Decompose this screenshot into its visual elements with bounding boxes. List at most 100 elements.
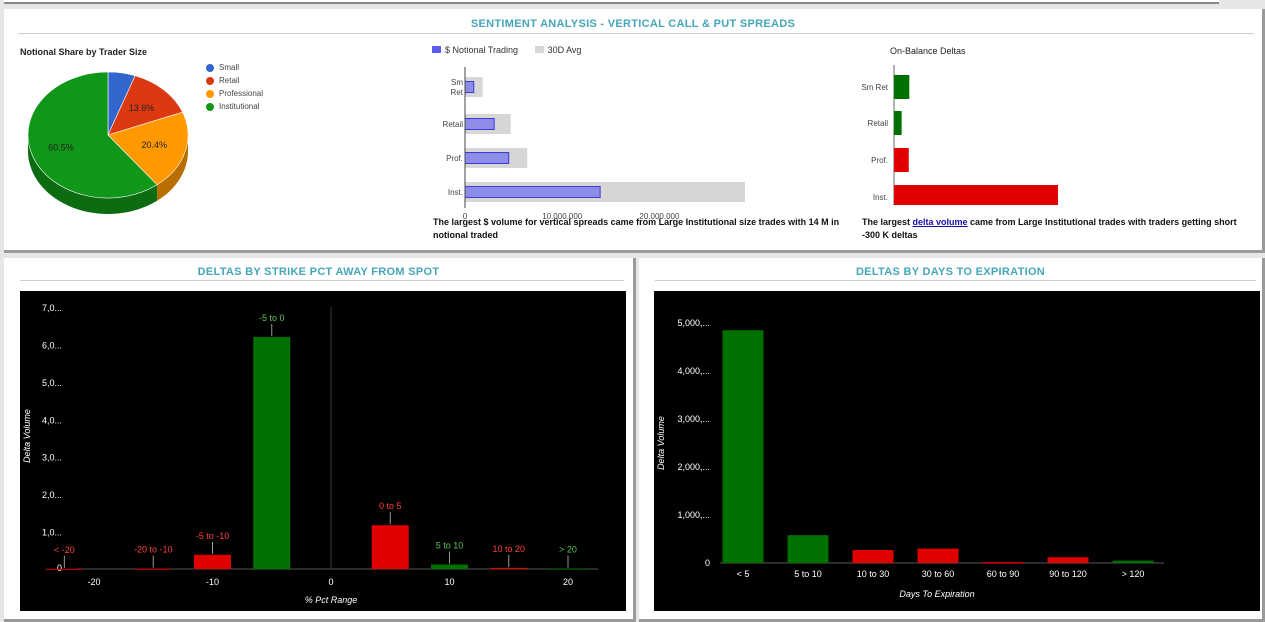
notional-bar <box>464 186 601 198</box>
strike-y-tick-label: 2,0... <box>42 490 62 500</box>
pie-slice-professional <box>107 111 189 186</box>
expiry-y-tick-label: 1,000,... <box>677 510 710 520</box>
deltas-bar <box>894 111 902 135</box>
strike-x-tick-label: -10 <box>206 577 219 587</box>
expiry-x-axis-label: Days To Expiration <box>899 589 974 599</box>
expiry-panel-title: DELTAS BY DAYS TO EXPIRATION <box>855 266 1046 278</box>
notional-legend: $ Notional Trading 30D Avg <box>432 45 581 55</box>
panel-rule <box>655 280 1256 281</box>
expiry-x-tick-label: < 5 <box>737 569 750 579</box>
expiry-y-axis-label: Delta Volume <box>656 416 666 470</box>
pie-slice-label: 60.5% <box>48 143 74 153</box>
strike-bar <box>431 564 468 569</box>
strike-y-tick-label: 3,0... <box>42 453 62 463</box>
strike-bar <box>134 568 172 570</box>
strike-bar <box>45 568 83 570</box>
deltas-desc-suffix: came from Large Institutional trades wit… <box>862 217 1237 240</box>
pie-chart: 13.6% 20.4% 60.5% <box>27 71 189 215</box>
expiry-y-tick-label: 3,000,... <box>677 414 710 424</box>
notional-category-label: Sm <box>451 78 463 87</box>
top-strip <box>4 0 1219 4</box>
strike-y-tick-label: 6,0... <box>42 340 62 350</box>
strike-bar <box>549 568 587 570</box>
pie-title: Notional Share by Trader Size <box>20 47 148 57</box>
deltas-desc-prefix: The largest <box>862 217 913 227</box>
panel-rule <box>20 280 624 281</box>
deltas-bar <box>894 148 909 172</box>
pie-legend: Small Retail Professional Institutional <box>206 61 263 113</box>
notional-category-label: Retail <box>443 120 464 129</box>
delta-volume-link[interactable]: delta volume <box>912 217 968 227</box>
deltas-category-label: Inst. <box>873 193 888 202</box>
legend-label: Small <box>219 63 240 72</box>
expiry-bar <box>917 548 959 563</box>
expiry-bar <box>982 562 1024 564</box>
legend-dot <box>206 102 214 111</box>
strike-y-tick-label: 7,0... <box>42 303 62 313</box>
deltas-bar-chart: Sm Ret Retail Prof. Inst. <box>861 65 1058 205</box>
strike-panel: DELTAS BY STRIKE PCT AWAY FROM SPOT 0 1,0… <box>4 258 636 622</box>
legend-label: Professional <box>219 89 264 98</box>
deltas-category-label: Sm Ret <box>861 83 888 92</box>
strike-bar <box>371 525 409 569</box>
expiry-y-tick-label: 4,000,... <box>677 366 710 376</box>
legend-avg-label: 30D Avg <box>547 45 582 55</box>
legend-swatch-notional <box>432 46 441 53</box>
pie-slice-label: 20.4% <box>141 140 167 150</box>
expiry-bar <box>722 330 764 563</box>
legend-swatch-avg <box>534 46 544 53</box>
strike-x-tick-label: 20 <box>563 577 573 587</box>
deltas-category-label: Prof. <box>871 156 888 165</box>
expiry-x-tick-label: 60 to 90 <box>987 569 1020 579</box>
deltas-bar <box>894 75 910 99</box>
pie-legend-item: Professional <box>206 87 263 100</box>
strike-bar-label: < -20 <box>54 545 75 555</box>
notional-description: The largest $ volume for vertical spread… <box>433 217 840 240</box>
strike-bar <box>490 567 528 569</box>
deltas-description: The largest delta volume came from Large… <box>862 216 1257 242</box>
pie-slice-label: 13.6% <box>129 103 155 113</box>
legend-label: Retail <box>219 76 240 85</box>
notional-bar <box>464 152 510 164</box>
strike-bar-label: -5 to -10 <box>196 531 230 541</box>
strike-bar <box>194 554 231 569</box>
strike-bar-label: -5 to 0 <box>259 313 285 323</box>
expiry-x-tick-label: 90 to 120 <box>1049 569 1087 579</box>
pie-slice-retail <box>107 75 183 136</box>
expiry-bar <box>1112 560 1154 563</box>
panel-title: SENTIMENT ANALYSIS - VERTICAL CALL & PUT… <box>470 18 796 30</box>
pie-side-institutional <box>28 135 158 215</box>
expiry-bar <box>1047 557 1089 563</box>
strike-x-tick-label: 10 <box>444 577 454 587</box>
strike-bar-label: 0 to 5 <box>379 501 402 511</box>
strike-bar-label: > 20 <box>559 545 577 555</box>
expiry-x-tick-label: 5 to 10 <box>794 569 822 579</box>
expiry-bar-chart: 0 1,000,... 2,000,... 3,000,... 4,000,... 5,0… <box>654 291 1260 611</box>
deltas-title: On-Balance Deltas <box>890 46 966 56</box>
expiry-y-tick-label: 2,000,... <box>677 462 710 472</box>
pie-legend-item: Small <box>206 61 263 74</box>
strike-x-tick-label: -20 <box>87 577 100 587</box>
pie-side-professional <box>157 135 188 201</box>
notional-bar <box>464 81 475 93</box>
notional-bar <box>464 118 495 130</box>
panel-rule <box>18 33 1254 34</box>
strike-bar <box>253 336 291 569</box>
expiry-y-tick-label: 0 <box>705 558 710 568</box>
deltas-category-label: Retail <box>868 119 889 128</box>
strike-y-tick-label: 4,0... <box>42 415 62 425</box>
legend-notional-label: $ Notional Trading <box>445 45 519 55</box>
strike-x-axis-label: % Pct Range <box>305 595 358 605</box>
strike-x-tick-label: 0 <box>328 577 333 587</box>
pie-legend-item: Retail <box>206 74 263 87</box>
notional-tick-label: 0 <box>463 212 468 219</box>
strike-bar-label: 10 to 20 <box>492 544 525 554</box>
expiry-bar <box>852 550 894 563</box>
notional-category-label: Prof. <box>446 154 463 163</box>
legend-dot <box>206 89 214 98</box>
notional-tick-label: 10,000,000 <box>542 212 583 219</box>
expiry-x-tick-label: 30 to 60 <box>922 569 955 579</box>
strike-y-tick-label: 1,0... <box>42 528 62 538</box>
expiry-y-tick-label: 5,000,... <box>677 318 710 328</box>
